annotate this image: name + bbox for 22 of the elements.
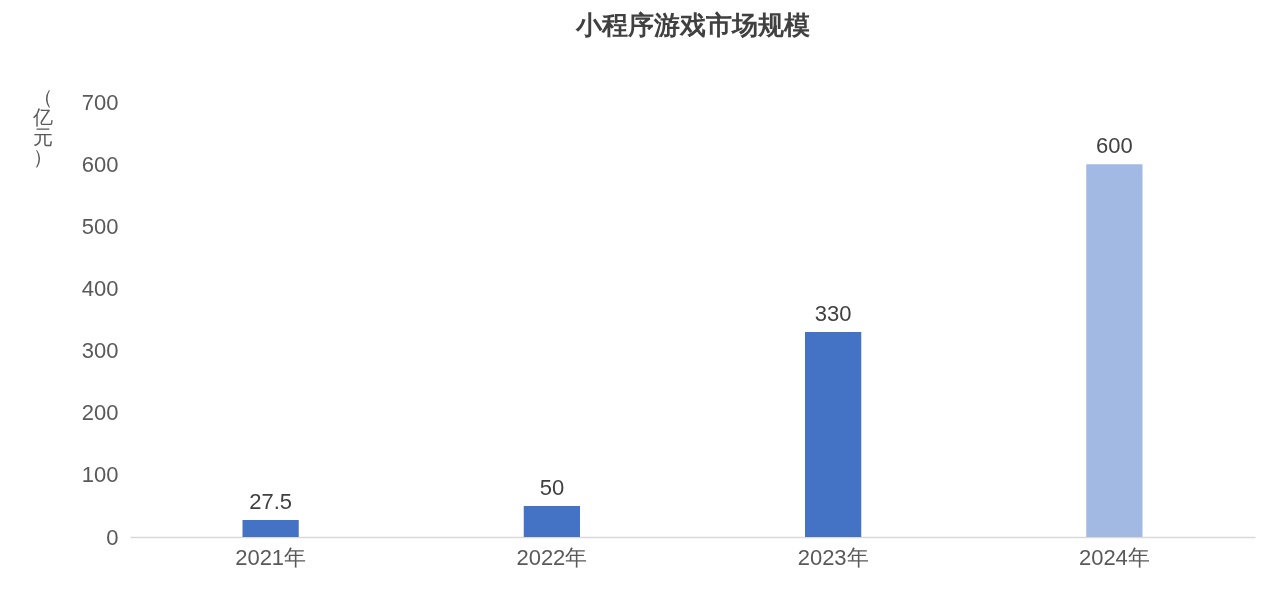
y-axis-title: （亿元） — [31, 85, 53, 168]
x-tick-label: 2023年 — [797, 544, 869, 570]
data-label: 330 — [814, 300, 852, 326]
y-tick-label: 200 — [81, 400, 119, 426]
y-tick-label: 100 — [81, 462, 119, 488]
data-label: 27.5 — [249, 488, 293, 514]
bar — [523, 505, 580, 537]
x-tick-label: 2021年 — [235, 544, 307, 570]
y-tick-label: 700 — [81, 89, 119, 115]
bar — [805, 331, 862, 537]
chart-title: 小程序游戏市场规模 — [574, 10, 810, 40]
y-tick-label: 500 — [81, 213, 119, 239]
bar — [1086, 164, 1143, 537]
y-tick-label: 300 — [81, 338, 119, 364]
y-tick-label: 600 — [81, 151, 119, 177]
x-tick-label: 2024年 — [1078, 544, 1150, 570]
data-label: 600 — [1096, 133, 1133, 159]
x-tick-label: 2022年 — [516, 544, 588, 570]
data-label: 50 — [539, 474, 565, 500]
y-tick-label: 400 — [81, 275, 119, 301]
y-tick-label: 0 — [106, 524, 119, 550]
bar — [242, 519, 299, 537]
